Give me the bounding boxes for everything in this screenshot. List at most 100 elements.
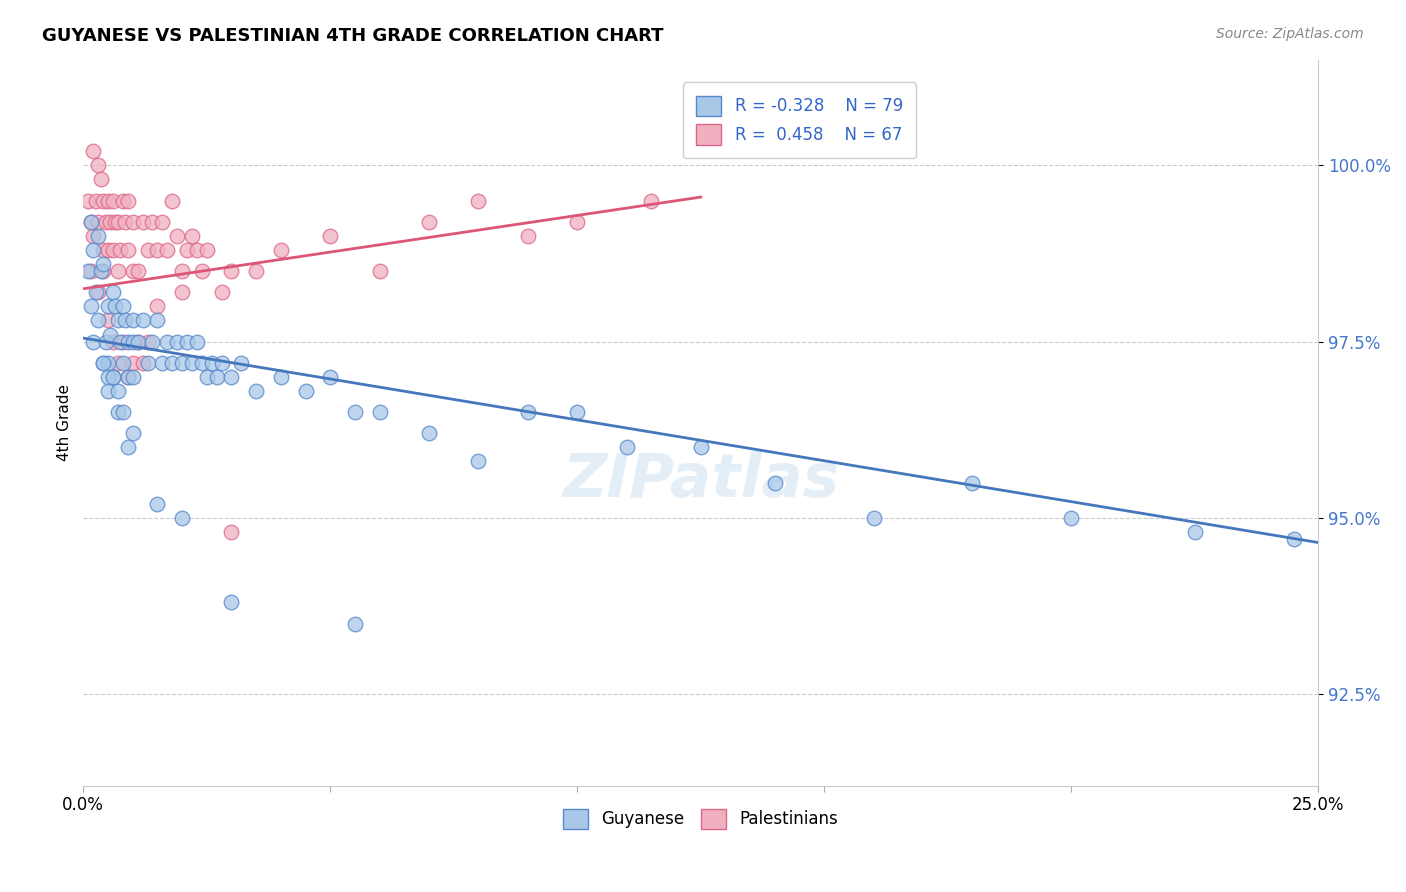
Point	[156, 243, 179, 257]
Point	[245, 384, 267, 398]
Point	[231, 356, 253, 370]
Point	[195, 369, 218, 384]
Point	[127, 264, 149, 278]
Point	[160, 194, 183, 208]
Point	[111, 405, 134, 419]
Point	[141, 334, 163, 349]
Point	[245, 264, 267, 278]
Point	[110, 334, 132, 349]
Point	[91, 194, 114, 208]
Point	[146, 497, 169, 511]
Point	[104, 215, 127, 229]
Point	[80, 299, 103, 313]
Legend: Guyanese, Palestinians: Guyanese, Palestinians	[557, 802, 845, 836]
Point	[117, 441, 139, 455]
Point	[80, 264, 103, 278]
Point	[101, 369, 124, 384]
Point	[77, 194, 100, 208]
Point	[117, 334, 139, 349]
Point	[117, 369, 139, 384]
Point	[962, 475, 984, 490]
Point	[176, 243, 198, 257]
Point	[319, 228, 342, 243]
Point	[294, 384, 316, 398]
Point	[121, 369, 143, 384]
Text: ZIPatlas: ZIPatlas	[562, 451, 839, 510]
Point	[131, 356, 153, 370]
Point	[107, 356, 129, 370]
Point	[114, 215, 136, 229]
Point	[131, 313, 153, 327]
Text: Source: ZipAtlas.com: Source: ZipAtlas.com	[1216, 27, 1364, 41]
Point	[97, 243, 120, 257]
Point	[104, 299, 127, 313]
Point	[91, 257, 114, 271]
Point	[181, 356, 204, 370]
Point	[111, 194, 134, 208]
Point	[121, 426, 143, 441]
Point	[94, 215, 117, 229]
Point	[100, 215, 122, 229]
Point	[87, 285, 110, 300]
Point	[221, 524, 243, 539]
Point	[101, 369, 124, 384]
Point	[82, 334, 104, 349]
Point	[616, 441, 638, 455]
Point	[87, 313, 110, 327]
Point	[110, 243, 132, 257]
Point	[80, 215, 103, 229]
Point	[87, 158, 110, 172]
Point	[1282, 532, 1305, 546]
Point	[150, 356, 173, 370]
Point	[121, 356, 143, 370]
Point	[172, 264, 194, 278]
Point	[87, 228, 110, 243]
Point	[91, 243, 114, 257]
Point	[107, 215, 129, 229]
Point	[127, 334, 149, 349]
Point	[181, 228, 204, 243]
Point	[107, 384, 129, 398]
Point	[91, 356, 114, 370]
Point	[121, 334, 143, 349]
Point	[689, 441, 711, 455]
Point	[172, 285, 194, 300]
Point	[211, 356, 233, 370]
Point	[101, 285, 124, 300]
Point	[221, 369, 243, 384]
Point	[146, 313, 169, 327]
Point	[567, 215, 589, 229]
Point	[221, 595, 243, 609]
Point	[418, 426, 440, 441]
Point	[111, 334, 134, 349]
Point	[107, 313, 129, 327]
Point	[146, 299, 169, 313]
Point	[191, 264, 214, 278]
Point	[114, 313, 136, 327]
Point	[211, 285, 233, 300]
Point	[186, 334, 208, 349]
Point	[467, 454, 489, 468]
Point	[141, 215, 163, 229]
Point	[97, 299, 120, 313]
Point	[107, 264, 129, 278]
Point	[1184, 524, 1206, 539]
Point	[77, 264, 100, 278]
Point	[101, 194, 124, 208]
Point	[97, 313, 120, 327]
Point	[82, 145, 104, 159]
Point	[166, 228, 188, 243]
Point	[117, 243, 139, 257]
Point	[84, 285, 107, 300]
Point	[107, 405, 129, 419]
Point	[368, 264, 391, 278]
Point	[82, 228, 104, 243]
Point	[763, 475, 786, 490]
Point	[117, 369, 139, 384]
Point	[87, 215, 110, 229]
Point	[270, 243, 292, 257]
Point	[166, 334, 188, 349]
Point	[195, 243, 218, 257]
Point	[343, 616, 366, 631]
Point	[516, 405, 538, 419]
